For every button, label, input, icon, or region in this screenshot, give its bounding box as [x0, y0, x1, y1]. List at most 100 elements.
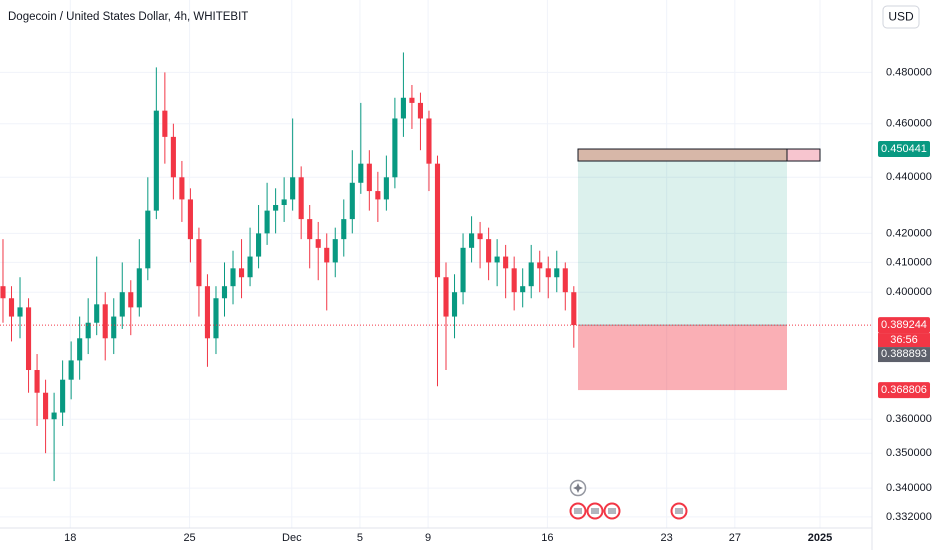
x-tick-label: 9	[425, 532, 431, 544]
candle-body	[17, 307, 23, 317]
x-tick-label: 18	[64, 532, 76, 544]
x-tick-label: Dec	[282, 532, 302, 544]
candle-body	[85, 322, 91, 339]
profit-zone[interactable]	[578, 149, 787, 326]
position-tool[interactable]	[577, 148, 821, 391]
candle-body	[511, 268, 517, 293]
candle-body	[571, 292, 577, 326]
candle-body	[562, 268, 568, 293]
candle-body	[451, 292, 458, 317]
candle-body	[290, 177, 296, 200]
candle-body	[434, 163, 441, 278]
candle-body	[273, 205, 279, 211]
target-label: 0.450441	[881, 143, 927, 155]
candle-body	[145, 210, 151, 269]
target-label-bg	[878, 141, 930, 158]
candle-body	[111, 316, 117, 339]
candle-body	[0, 286, 6, 299]
candle-body	[324, 247, 330, 263]
candle-body	[545, 268, 551, 278]
target-box[interactable]	[577, 148, 788, 162]
candle-body	[153, 110, 159, 211]
y-tick-label: 0.480000	[886, 66, 932, 78]
flag-glyph	[608, 508, 616, 514]
chart-title: Dogecoin / United States Dollar, 4h, WHI…	[8, 11, 248, 23]
candle-body	[25, 307, 32, 371]
countdown-bg	[878, 333, 930, 348]
candle-body	[554, 268, 560, 278]
candle-body	[349, 182, 355, 220]
candle-body	[537, 262, 543, 269]
candle-body	[230, 268, 236, 287]
candle-body	[520, 286, 526, 293]
x-tick-label: 25	[183, 532, 195, 544]
candle-body	[469, 233, 475, 248]
candle-body	[486, 239, 492, 263]
candle-body	[179, 177, 185, 200]
y-tick-label: 0.410000	[886, 256, 932, 268]
x-tick-label: 5	[357, 532, 363, 544]
currency-button[interactable]	[882, 5, 920, 29]
candle-body	[392, 118, 398, 178]
loss-zone[interactable]	[578, 325, 787, 391]
candle-body	[383, 177, 389, 200]
candle-body	[400, 97, 406, 119]
bid-label: 0.388893	[881, 348, 927, 360]
candle-body	[247, 256, 253, 278]
candle-body	[256, 233, 262, 257]
candle-body	[315, 239, 321, 248]
flag-glyph	[574, 508, 582, 514]
candles	[0, 52, 577, 482]
y-tick-label: 0.360000	[886, 413, 932, 425]
candle-body	[238, 268, 245, 278]
y-tick-label: 0.340000	[886, 482, 932, 494]
y-tick-label: 0.460000	[886, 118, 932, 130]
candle-body	[332, 239, 338, 263]
target-box-ext[interactable]	[786, 148, 821, 162]
flag-glyph	[675, 508, 683, 514]
candle-body	[460, 247, 466, 293]
x-tick-label: 27	[729, 532, 741, 544]
candle-body	[417, 102, 424, 119]
y-tick-label: 0.420000	[886, 227, 932, 239]
candle-body	[187, 199, 193, 240]
candle-body	[281, 199, 287, 206]
candle-body	[494, 256, 500, 263]
candle-body	[358, 163, 364, 183]
candle-body	[8, 298, 15, 317]
y-tick-label: 0.440000	[886, 171, 932, 183]
candle-body	[162, 110, 168, 137]
price-axis: 0.480000 0.460000 0.440000 0.420000 0.410000…	[64, 66, 932, 544]
candle-body	[443, 277, 449, 317]
events	[569, 479, 688, 520]
candle-body	[204, 286, 211, 339]
candle-body	[213, 298, 219, 339]
candle-body	[341, 219, 347, 240]
candle-body	[68, 360, 74, 380]
candle-body	[51, 412, 57, 420]
candle-body	[409, 97, 415, 103]
candle-body	[43, 392, 49, 420]
candle-body	[221, 286, 228, 299]
x-tick-label: 23	[661, 532, 673, 544]
candle-body	[528, 262, 534, 287]
stop-label: 0.368806	[881, 384, 927, 396]
candle-body	[503, 256, 509, 269]
candle-body	[196, 239, 202, 287]
price-label: 0.389244	[881, 319, 927, 331]
candle-body	[128, 292, 134, 308]
candle-body	[298, 177, 304, 220]
countdown: 36:56	[890, 334, 918, 346]
candle-body	[477, 233, 483, 240]
candle-body	[102, 304, 108, 339]
candle-body	[136, 268, 142, 308]
candle-body	[375, 191, 381, 200]
candle-body	[426, 118, 432, 164]
price-label-bg	[878, 317, 930, 334]
y-tick-label: 0.400000	[886, 286, 932, 298]
candle-body	[366, 163, 372, 192]
candle-body	[170, 136, 176, 178]
candle-body	[307, 219, 313, 240]
candle-body	[119, 292, 125, 317]
